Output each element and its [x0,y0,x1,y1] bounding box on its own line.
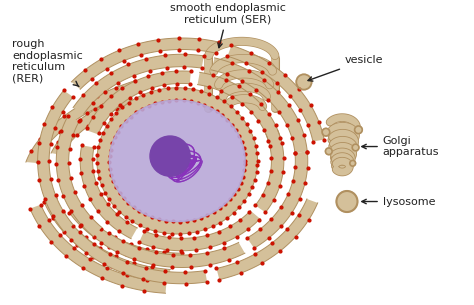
Polygon shape [86,71,191,135]
Polygon shape [30,205,166,293]
Circle shape [350,160,356,166]
Polygon shape [72,38,219,89]
Circle shape [322,128,330,136]
Circle shape [326,148,332,155]
Polygon shape [73,54,204,114]
Polygon shape [44,198,170,281]
Circle shape [352,144,359,151]
Circle shape [150,136,190,176]
Polygon shape [26,81,139,163]
Polygon shape [247,152,308,248]
Polygon shape [211,58,307,153]
Text: Golgi
apparatus: Golgi apparatus [362,136,439,157]
Polygon shape [255,130,284,212]
Polygon shape [101,233,245,267]
Text: lysosome: lysosome [362,196,435,206]
Polygon shape [97,88,257,234]
Text: smooth endoplasmic
reticulum (SER): smooth endoplasmic reticulum (SER) [170,3,285,48]
Text: vesicle: vesicle [308,56,383,81]
Polygon shape [139,211,260,251]
Polygon shape [217,199,318,280]
Polygon shape [69,207,182,265]
Text: rough
endoplasmic
reticulum
(RER): rough endoplasmic reticulum (RER) [12,39,83,87]
Polygon shape [56,116,102,236]
Circle shape [355,126,362,134]
Circle shape [337,191,357,212]
Polygon shape [51,93,134,155]
Polygon shape [72,232,207,284]
Ellipse shape [109,100,245,222]
Polygon shape [228,45,324,142]
Polygon shape [80,145,137,239]
Circle shape [296,74,311,90]
Polygon shape [198,72,281,141]
Polygon shape [37,90,73,231]
